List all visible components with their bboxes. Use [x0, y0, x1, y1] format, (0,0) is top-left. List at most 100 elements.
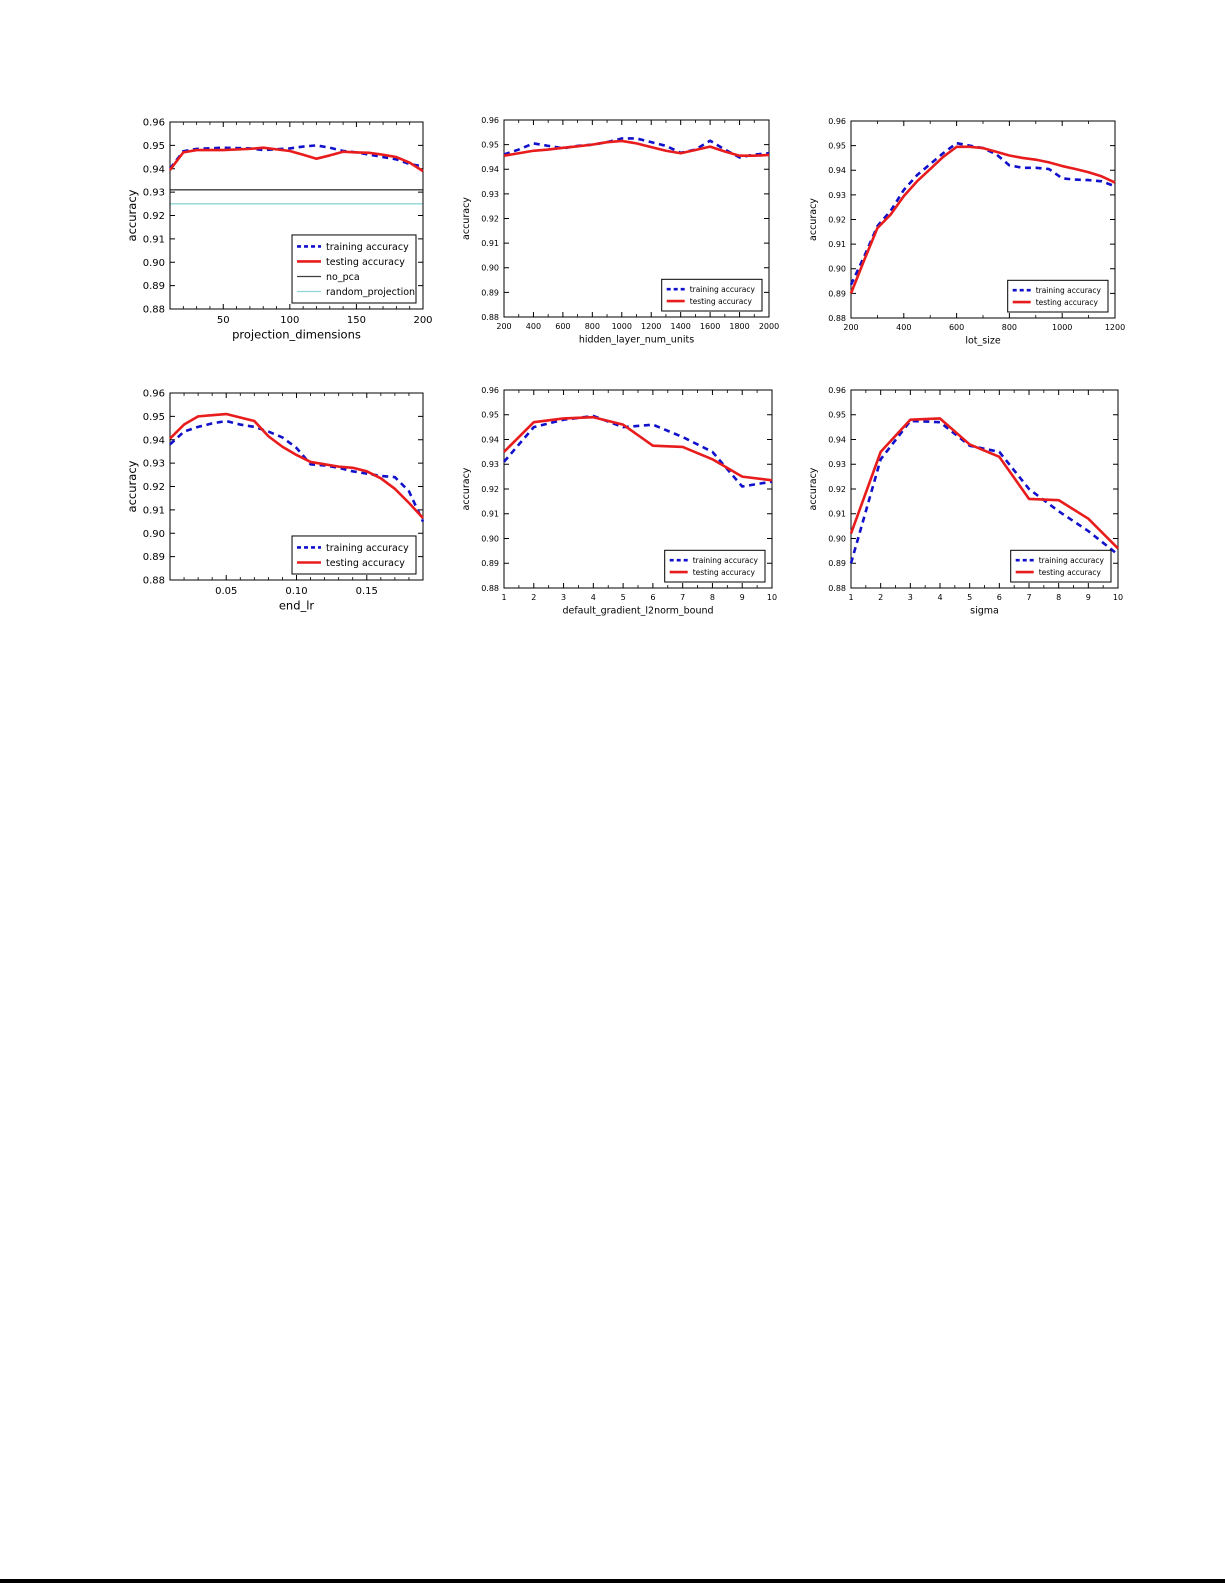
y-tick-label: 0.96	[828, 386, 846, 395]
series-training-accuracy	[168, 144, 424, 170]
y-tick-label: 0.88	[143, 576, 165, 587]
x-tick-label: 1000	[1052, 323, 1072, 332]
x-axis: 0.05 0.10 0.15	[169, 393, 424, 597]
x-tick-label: 100	[280, 315, 299, 326]
legend: training accuracy testing accuracy	[1007, 279, 1109, 313]
reference-lines	[170, 189, 423, 205]
y-tick-label: 0.91	[481, 510, 499, 519]
y-tick-label: 0.95	[828, 411, 846, 420]
hidden-layer-num-units-chart: 200 400 600 800 1000 1200 1400 1600 1800 20000.88…	[461, 116, 779, 346]
legend-label: random_projection	[326, 287, 415, 298]
legend-label: training accuracy	[693, 556, 759, 565]
series-testing-accuracy	[503, 415, 773, 482]
y-tick-label: 0.95	[143, 141, 165, 152]
x-tick-label: 200	[413, 315, 432, 326]
y-tick-label: 0.92	[143, 482, 165, 493]
x-axis-label: sigma	[970, 606, 999, 617]
x-tick-label: 50	[217, 315, 230, 326]
y-tick-label: 0.96	[828, 117, 846, 126]
y-tick-label: 0.89	[143, 281, 165, 292]
x-tick-label: 600	[555, 322, 570, 331]
x-tick-label: 1400	[670, 322, 690, 331]
x-tick-label: 9	[740, 593, 745, 602]
y-tick-label: 0.93	[143, 459, 165, 470]
y-tick-label: 0.88	[828, 584, 846, 593]
y-tick-label: 0.88	[481, 313, 499, 322]
series-training-accuracy	[503, 137, 770, 159]
y-tick-label: 0.88	[828, 314, 846, 323]
y-tick-label: 0.93	[828, 191, 846, 200]
x-axis: 1 2 3 4 5 6 7 8 9 10	[848, 390, 1123, 602]
x-tick-label: 200	[843, 323, 858, 332]
y-tick-label: 0.88	[481, 584, 499, 593]
x-tick-label: 3	[561, 593, 566, 602]
x-tick-label: 1	[848, 593, 853, 602]
y-tick-label: 0.93	[143, 188, 165, 199]
legend-label: testing accuracy	[693, 568, 756, 577]
series-training-accuracy	[503, 414, 773, 488]
x-axis-label: hidden_layer_num_units	[579, 335, 694, 346]
legend-label: training accuracy	[326, 242, 409, 253]
x-tick-label: 3	[908, 593, 913, 602]
x-tick-label: 400	[896, 323, 911, 332]
x-tick-label: 800	[1002, 323, 1017, 332]
y-tick-label: 0.90	[481, 534, 499, 543]
y-tick-label: 0.94	[143, 435, 165, 446]
legend-label: testing accuracy	[326, 257, 405, 268]
x-axis-label: lot_size	[965, 336, 1001, 347]
x-axis: 50 100 150 200	[169, 122, 433, 326]
y-tick-label: 0.94	[481, 435, 499, 444]
x-tick-label: 5	[967, 593, 972, 602]
x-tick-label: 1200	[1105, 323, 1125, 332]
x-tick-label: 0.15	[356, 586, 378, 597]
y-tick-label: 0.91	[143, 505, 165, 516]
series-testing-accuracy	[503, 139, 770, 158]
y-tick-label: 0.91	[143, 234, 165, 245]
y-axis-label: accuracy	[808, 198, 819, 241]
y-tick-label: 0.96	[481, 116, 499, 125]
x-tick-label: 1	[501, 593, 506, 602]
x-tick-label: 10	[1113, 593, 1123, 602]
legend-label: testing accuracy	[690, 297, 753, 306]
x-axis: 200 400 600 800 1000 1200	[843, 121, 1125, 332]
x-axis-label: end_lr	[279, 599, 315, 613]
y-tick-label: 0.92	[828, 215, 846, 224]
x-tick-label: 600	[949, 323, 964, 332]
y-tick-label: 0.96	[481, 386, 499, 395]
legend: training accuracy testing accuracy	[661, 278, 763, 312]
y-tick-label: 0.91	[481, 239, 499, 248]
y-tick-label: 0.94	[828, 166, 846, 175]
legend: training accuracy testing accuracy no_pcar…	[291, 234, 417, 304]
x-axis: 1 2 3 4 5 6 7 8 9 10	[501, 390, 777, 602]
y-tick-label: 0.95	[828, 142, 846, 151]
x-tick-label: 0.10	[285, 586, 307, 597]
y-tick-label: 0.90	[828, 265, 846, 274]
y-tick-label: 0.93	[481, 190, 499, 199]
x-tick-label: 10	[767, 593, 777, 602]
legend-label: testing accuracy	[326, 558, 405, 569]
end-lr-chart: 0.05 0.10 0.15 0.88 0.89 0.90 0.91 0.92 0.93 0.94…	[125, 389, 425, 613]
y-tick-label: 0.93	[828, 460, 846, 469]
x-tick-label: 150	[347, 315, 366, 326]
x-tick-label: 1200	[641, 322, 661, 331]
x-tick-label: 6	[997, 593, 1002, 602]
y-tick-label: 0.92	[828, 485, 846, 494]
y-tick-label: 0.96	[143, 118, 165, 129]
x-tick-label: 0.05	[215, 586, 237, 597]
x-tick-label: 2	[531, 593, 536, 602]
y-axis-label: accuracy	[125, 189, 139, 241]
y-axis: 0.88 0.89 0.90 0.91 0.92 0.93 0.94 0.95 0.96	[828, 117, 1115, 323]
legend-label: training accuracy	[1039, 556, 1105, 565]
x-tick-label: 4	[937, 593, 942, 602]
y-tick-label: 0.89	[143, 552, 165, 563]
y-tick-label: 0.95	[481, 141, 499, 150]
x-axis-label: default_gradient_l2norm_bound	[562, 606, 713, 617]
x-tick-label: 800	[585, 322, 600, 331]
legend-frame	[1010, 549, 1112, 583]
y-tick-label: 0.95	[481, 411, 499, 420]
y-tick-label: 0.96	[143, 389, 165, 400]
x-tick-label: 4	[591, 593, 596, 602]
y-axis-label: accuracy	[125, 460, 139, 512]
y-tick-label: 0.93	[481, 460, 499, 469]
